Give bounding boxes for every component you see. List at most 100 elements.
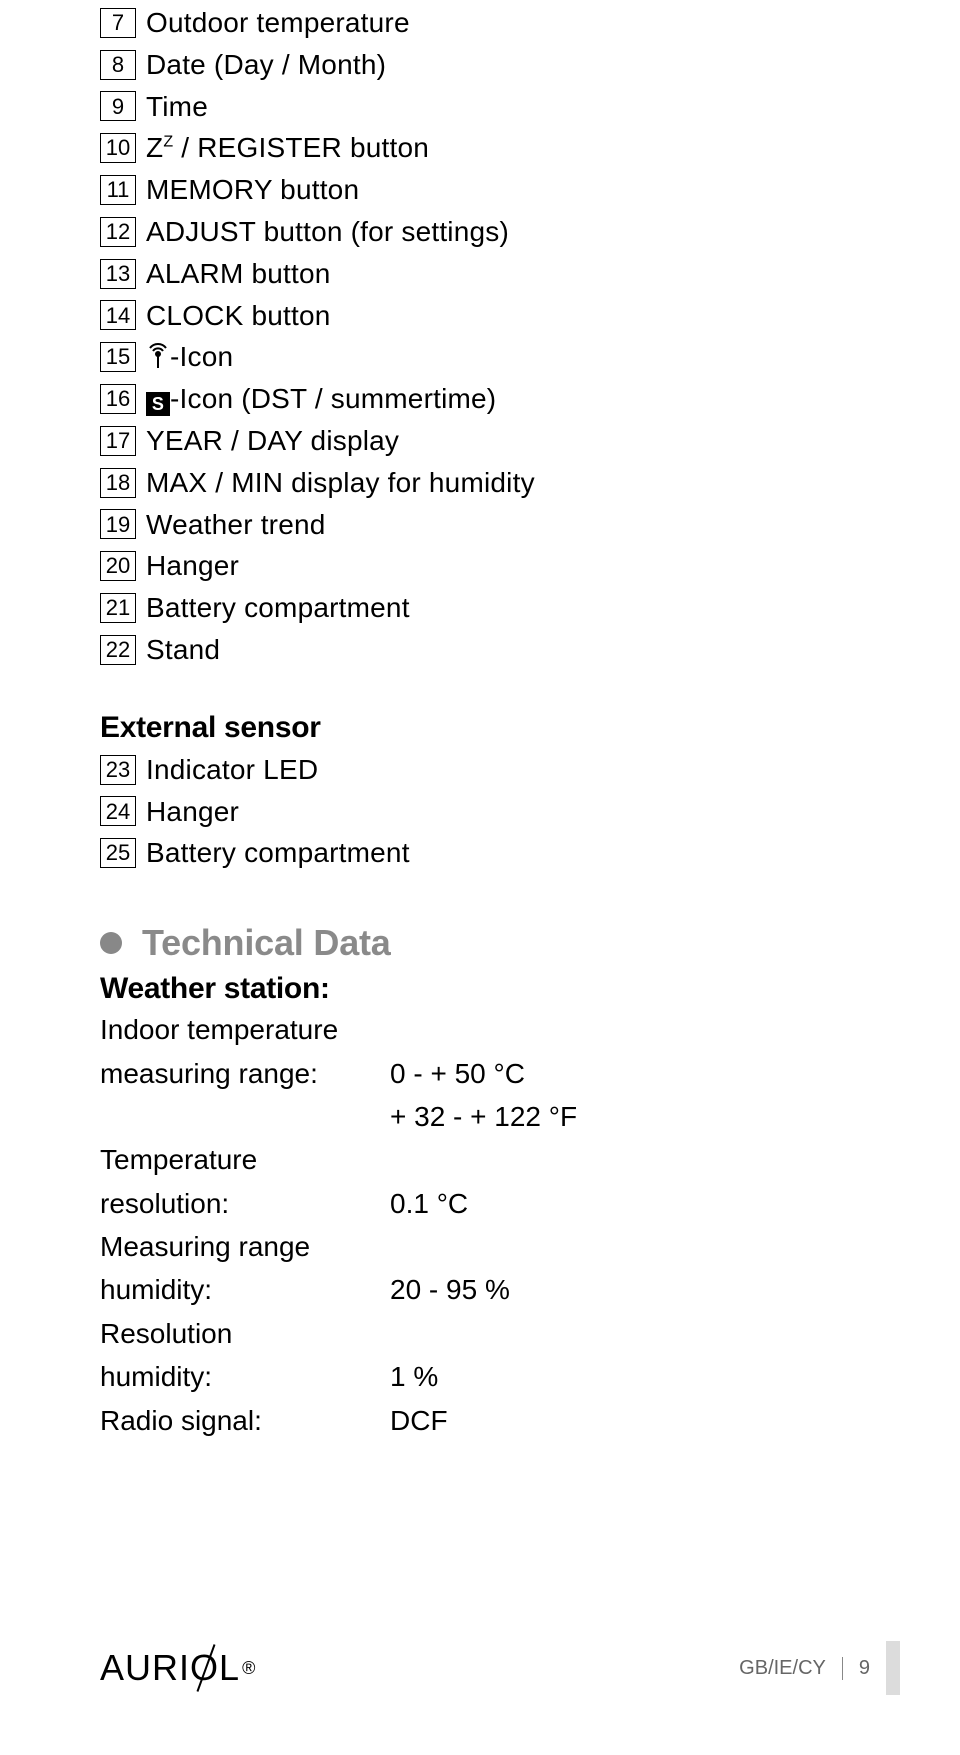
footer-region: GB/IE/CY bbox=[739, 1657, 843, 1680]
spec-label: measuring range: bbox=[100, 1052, 390, 1095]
spec-label: humidity: bbox=[100, 1355, 390, 1398]
footer-page-number: 9 bbox=[843, 1657, 886, 1680]
weather-station-heading: Weather station: bbox=[100, 972, 860, 1006]
page-content: 7 Outdoor temperature 8 Date (Day / Month) 9… bbox=[0, 0, 960, 1442]
legend-list-main: 7 Outdoor temperature 8 Date (Day / Month) 9… bbox=[100, 4, 860, 669]
list-item: 18 MAX / MIN display for humidity bbox=[100, 464, 860, 502]
list-item: 21 Battery compartment bbox=[100, 589, 860, 627]
spec-value: 1 % bbox=[390, 1355, 860, 1398]
list-item-text: Stand bbox=[146, 631, 220, 669]
list-number-box: 14 bbox=[100, 300, 136, 330]
list-item: 10 ZZ / REGISTER button bbox=[100, 129, 860, 167]
list-item-text: S-Icon (DST / summertime) bbox=[146, 380, 496, 418]
spec-value: 0 - + 50 °C bbox=[390, 1052, 860, 1095]
list-item: 22 Stand bbox=[100, 631, 860, 669]
spec-label: humidity: bbox=[100, 1268, 390, 1311]
list-item-text: ZZ / REGISTER button bbox=[146, 129, 429, 167]
list-number-box: 20 bbox=[100, 551, 136, 581]
list-number-box: 15 bbox=[100, 342, 136, 372]
list-item: 8 Date (Day / Month) bbox=[100, 46, 860, 84]
list-item: 11 MEMORY button bbox=[100, 171, 860, 209]
list-item-text: MEMORY button bbox=[146, 171, 359, 209]
list-number-box: 19 bbox=[100, 509, 136, 539]
s-dst-icon: S bbox=[146, 392, 170, 416]
list-item-text: Hanger bbox=[146, 793, 239, 831]
brand-text-pre: AURI bbox=[100, 1647, 190, 1689]
list-number-box: 21 bbox=[100, 593, 136, 623]
spec-row: Radio signal:DCF bbox=[100, 1399, 860, 1442]
list-number-box: 22 bbox=[100, 635, 136, 665]
list-number-box: 10 bbox=[100, 133, 136, 163]
spec-label: Measuring range bbox=[100, 1225, 390, 1268]
list-number-box: 24 bbox=[100, 796, 136, 826]
spec-value bbox=[390, 1138, 860, 1181]
list-item: 17 YEAR / DAY display bbox=[100, 422, 860, 460]
list-item: 15 -Icon bbox=[100, 338, 860, 376]
footer-right: GB/IE/CY 9 bbox=[739, 1641, 900, 1695]
list-number-box: 9 bbox=[100, 91, 136, 121]
list-number-box: 11 bbox=[100, 175, 136, 205]
list-item-text: CLOCK button bbox=[146, 297, 331, 335]
brand-logo: AURIOL® bbox=[100, 1647, 256, 1689]
list-number-box: 7 bbox=[100, 8, 136, 38]
list-number-box: 12 bbox=[100, 217, 136, 247]
list-item-text: Indicator LED bbox=[146, 751, 318, 789]
list-number-box: 17 bbox=[100, 426, 136, 456]
spec-row: + 32 - + 122 °F bbox=[100, 1095, 860, 1138]
list-item-text: Outdoor temperature bbox=[146, 4, 410, 42]
spec-label: resolution: bbox=[100, 1182, 390, 1225]
spec-row: humidity:20 - 95 % bbox=[100, 1268, 860, 1311]
list-number-box: 8 bbox=[100, 50, 136, 80]
list-number-box: 16 bbox=[100, 384, 136, 414]
technical-data-heading: Technical Data bbox=[142, 922, 391, 964]
spec-label: Indoor temperature bbox=[100, 1008, 390, 1051]
spec-label: Resolution bbox=[100, 1312, 390, 1355]
bullet-icon bbox=[100, 932, 122, 954]
list-item-text: Date (Day / Month) bbox=[146, 46, 386, 84]
list-item: 24 Hanger bbox=[100, 793, 860, 831]
spec-row: Resolution bbox=[100, 1312, 860, 1355]
legend-list-external: 23 Indicator LED 24 Hanger 25 Battery compart… bbox=[100, 751, 860, 872]
list-item-text: ADJUST button (for settings) bbox=[146, 213, 509, 251]
spec-value: 20 - 95 % bbox=[390, 1268, 860, 1311]
spec-value bbox=[390, 1008, 860, 1051]
spec-label: Temperature bbox=[100, 1138, 390, 1181]
spec-value bbox=[390, 1312, 860, 1355]
footer-bar bbox=[886, 1641, 900, 1695]
spec-value: 0.1 °C bbox=[390, 1182, 860, 1225]
brand-reg: ® bbox=[242, 1658, 256, 1679]
spec-value: + 32 - + 122 °F bbox=[390, 1095, 860, 1138]
spec-value: DCF bbox=[390, 1399, 860, 1442]
list-number-box: 18 bbox=[100, 468, 136, 498]
list-item-text: YEAR / DAY display bbox=[146, 422, 399, 460]
spec-label bbox=[100, 1095, 390, 1138]
list-item: 12 ADJUST button (for settings) bbox=[100, 213, 860, 251]
list-item: 16 S-Icon (DST / summertime) bbox=[100, 380, 860, 418]
spec-row: Indoor temperature bbox=[100, 1008, 860, 1051]
list-item-text: Weather trend bbox=[146, 506, 326, 544]
list-item-text: Battery compartment bbox=[146, 834, 410, 872]
technical-data-heading-row: Technical Data bbox=[100, 922, 860, 964]
list-item-text: MAX / MIN display for humidity bbox=[146, 464, 535, 502]
list-item-text: -Icon bbox=[146, 338, 233, 376]
list-item: 20 Hanger bbox=[100, 547, 860, 585]
radio-signal-icon bbox=[146, 342, 170, 370]
list-item: 13ALARM button bbox=[100, 255, 860, 293]
list-number-box: 25 bbox=[100, 838, 136, 868]
list-item: 19 Weather trend bbox=[100, 506, 860, 544]
spec-value bbox=[390, 1225, 860, 1268]
page-footer: AURIOL® GB/IE/CY 9 bbox=[100, 1641, 900, 1695]
spec-row: measuring range:0 - + 50 °C bbox=[100, 1052, 860, 1095]
list-item: 23 Indicator LED bbox=[100, 751, 860, 789]
list-item: 14 CLOCK button bbox=[100, 297, 860, 335]
spec-row: resolution:0.1 °C bbox=[100, 1182, 860, 1225]
spec-row: Temperature bbox=[100, 1138, 860, 1181]
list-item: 9Time bbox=[100, 88, 860, 126]
list-item-text: Battery compartment bbox=[146, 589, 410, 627]
specs-block: Indoor temperaturemeasuring range:0 - + … bbox=[100, 1008, 860, 1442]
brand-o: O bbox=[190, 1647, 219, 1689]
list-item-text: ALARM button bbox=[146, 255, 331, 293]
list-number-box: 23 bbox=[100, 755, 136, 785]
list-item-text: Hanger bbox=[146, 547, 239, 585]
spec-label: Radio signal: bbox=[100, 1399, 390, 1442]
